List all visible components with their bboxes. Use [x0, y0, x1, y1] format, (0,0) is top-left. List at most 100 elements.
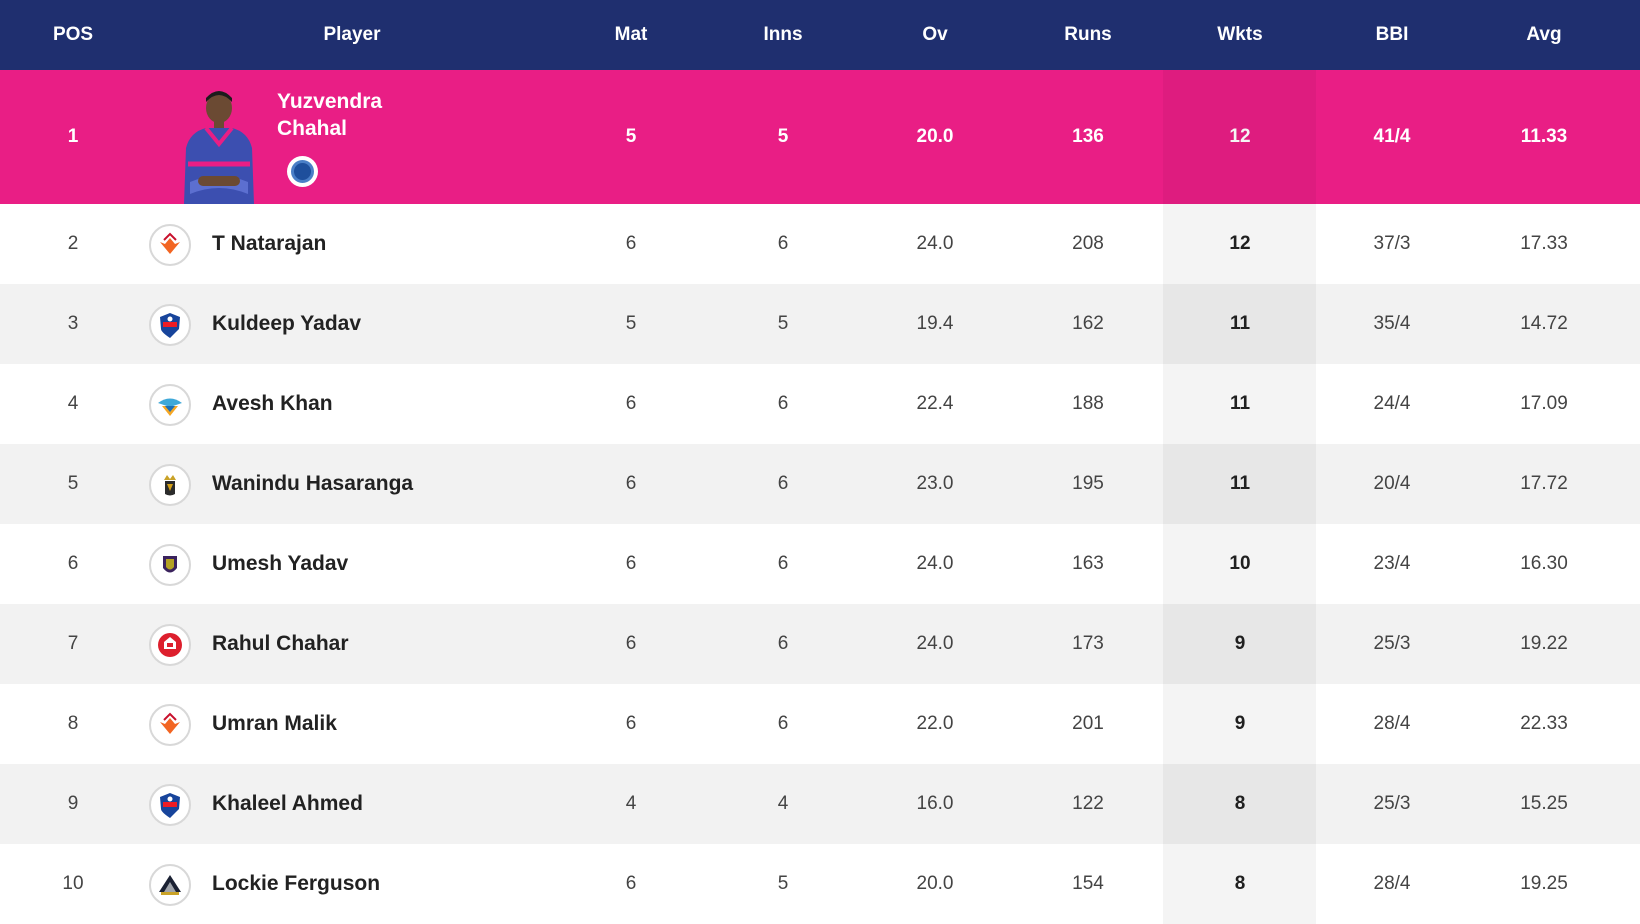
- row-ov: 20.0: [916, 873, 954, 894]
- row-ov: 22.0: [916, 713, 954, 734]
- row-wkts: 11: [1229, 313, 1251, 334]
- row-bbi: 28/4: [1373, 713, 1411, 734]
- row-pos: 4: [67, 393, 79, 414]
- row-bbi: 20/4: [1373, 473, 1411, 494]
- row-runs: 163: [1072, 553, 1104, 574]
- sunrisers-hyderabad-logo-icon: [149, 704, 191, 746]
- header-player[interactable]: Player: [323, 24, 381, 45]
- player-name-link[interactable]: Lockie Ferguson: [212, 872, 381, 895]
- row-bbi: 25/3: [1373, 633, 1411, 654]
- row-avg: 15.25: [1520, 793, 1568, 814]
- row-mat: 6: [625, 713, 637, 734]
- row-inns: 5: [777, 873, 789, 894]
- featured-pos: 1: [67, 126, 79, 147]
- row-pos: 3: [67, 313, 79, 334]
- player-photo: [184, 91, 254, 204]
- punjab-kings-logo-icon: [149, 624, 191, 666]
- row-avg: 17.33: [1520, 233, 1568, 254]
- row-avg: 17.72: [1520, 473, 1568, 494]
- row-avg: 22.33: [1520, 713, 1568, 734]
- header-ov[interactable]: Ov: [922, 24, 948, 45]
- row-pos: 5: [67, 473, 79, 494]
- table-row[interactable]: 5 6 6 23.0 195 11 20/4 17.72 Wanindu Hasaranga: [0, 444, 1640, 524]
- table-row[interactable]: 7 6 6 24.0 173 9 25/3 19.22 Rahul Chahar: [0, 604, 1640, 684]
- player-name-link[interactable]: Wanindu Hasaranga: [212, 472, 414, 495]
- row-pos: 2: [67, 233, 79, 254]
- row-inns: 4: [777, 793, 789, 814]
- header-bbi[interactable]: BBI: [1375, 24, 1409, 45]
- row-inns: 6: [777, 553, 789, 574]
- row-wkts: 8: [1234, 873, 1246, 894]
- row-avg: 19.22: [1520, 633, 1568, 654]
- player-name-link[interactable]: Avesh Khan: [212, 392, 333, 415]
- header-runs[interactable]: Runs: [1064, 24, 1112, 45]
- row-ov: 22.4: [916, 393, 954, 414]
- table-row[interactable]: 10 6 5 20.0 154 8 28/4 19.25 Lockie Ferguson: [0, 844, 1640, 924]
- header-avg[interactable]: Avg: [1526, 24, 1562, 45]
- table-row[interactable]: 2 6 6 24.0 208 12 37/3 17.33 T Natarajan: [0, 204, 1640, 284]
- row-inns: 6: [777, 393, 789, 414]
- header-mat[interactable]: Mat: [614, 24, 648, 45]
- row-runs: 162: [1072, 313, 1104, 334]
- row-bbi: 35/4: [1373, 313, 1411, 334]
- featured-player-row[interactable]: 1 Yuzvendra Chahal 5 5 20.0 136 12 41/4 …: [0, 70, 1640, 204]
- header-wkts[interactable]: Wkts: [1217, 24, 1263, 45]
- row-mat: 6: [625, 553, 637, 574]
- row-pos: 8: [67, 713, 79, 734]
- player-name-link[interactable]: Umran Malik: [212, 712, 337, 735]
- table-row[interactable]: 3 5 5 19.4 162 11 35/4 14.72 Kuldeep Yadav: [0, 284, 1640, 364]
- rajasthan-royals-badge-icon: [287, 156, 318, 187]
- player-name-link[interactable]: T Natarajan: [212, 232, 327, 255]
- header-inns[interactable]: Inns: [763, 24, 803, 45]
- featured-runs: 136: [1072, 126, 1104, 147]
- featured-player-name[interactable]: Yuzvendra Chahal: [277, 90, 383, 140]
- row-runs: 208: [1072, 233, 1104, 254]
- row-runs: 122: [1072, 793, 1104, 814]
- row-bbi: 37/3: [1373, 233, 1411, 254]
- table-row[interactable]: 4 6 6 22.4 188 11 24/4 17.09 Avesh Khan: [0, 364, 1640, 444]
- row-ov: 24.0: [916, 633, 954, 654]
- row-ov: 23.0: [916, 473, 954, 494]
- table-row[interactable]: 8 6 6 22.0 201 9 28/4 22.33 Umran Malik: [0, 684, 1640, 764]
- row-runs: 188: [1072, 393, 1104, 414]
- row-avg: 19.25: [1520, 873, 1568, 894]
- row-wkts: 9: [1234, 713, 1246, 734]
- row-avg: 16.30: [1520, 553, 1568, 574]
- delhi-capitals-logo-icon: [149, 784, 191, 826]
- row-ov: 24.0: [916, 233, 954, 254]
- player-name-link[interactable]: Khaleel Ahmed: [212, 792, 363, 815]
- table-header: POS Player Mat Inns Ov Runs Wkts BBI Avg: [0, 0, 1640, 70]
- row-mat: 6: [625, 873, 637, 894]
- sunrisers-hyderabad-logo-icon: [149, 224, 191, 266]
- table-row[interactable]: 9 4 4 16.0 122 8 25/3 15.25 Khaleel Ahmed: [0, 764, 1640, 844]
- featured-ov: 20.0: [916, 126, 954, 147]
- header-pos[interactable]: POS: [52, 24, 94, 45]
- row-wkts: 9: [1234, 633, 1246, 654]
- table-row[interactable]: 6 6 6 24.0 163 10 23/4 16.30 Umesh Yadav: [0, 524, 1640, 604]
- player-name-link[interactable]: Rahul Chahar: [212, 632, 349, 655]
- row-ov: 19.4: [916, 313, 954, 334]
- royal-challengers-bangalore-logo-icon: [149, 464, 191, 506]
- row-inns: 5: [777, 313, 789, 334]
- featured-avg: 11.33: [1520, 126, 1568, 147]
- row-wkts: 11: [1229, 393, 1251, 414]
- row-pos: 6: [67, 553, 79, 574]
- player-name-link[interactable]: Umesh Yadav: [212, 552, 349, 575]
- player-name-link[interactable]: Kuldeep Yadav: [212, 312, 362, 335]
- row-wkts: 10: [1229, 553, 1251, 574]
- row-mat: 6: [625, 393, 637, 414]
- row-pos: 10: [62, 873, 84, 894]
- row-avg: 17.09: [1520, 393, 1568, 414]
- row-runs: 195: [1072, 473, 1104, 494]
- row-ov: 16.0: [916, 793, 954, 814]
- row-bbi: 24/4: [1373, 393, 1411, 414]
- row-mat: 4: [625, 793, 637, 814]
- row-pos: 7: [67, 633, 79, 654]
- row-wkts: 8: [1234, 793, 1246, 814]
- row-bbi: 23/4: [1373, 553, 1411, 574]
- row-mat: 5: [625, 313, 637, 334]
- row-mat: 6: [625, 233, 637, 254]
- lucknow-super-giants-logo-icon: [149, 384, 191, 426]
- row-runs: 173: [1072, 633, 1104, 654]
- row-bbi: 25/3: [1373, 793, 1411, 814]
